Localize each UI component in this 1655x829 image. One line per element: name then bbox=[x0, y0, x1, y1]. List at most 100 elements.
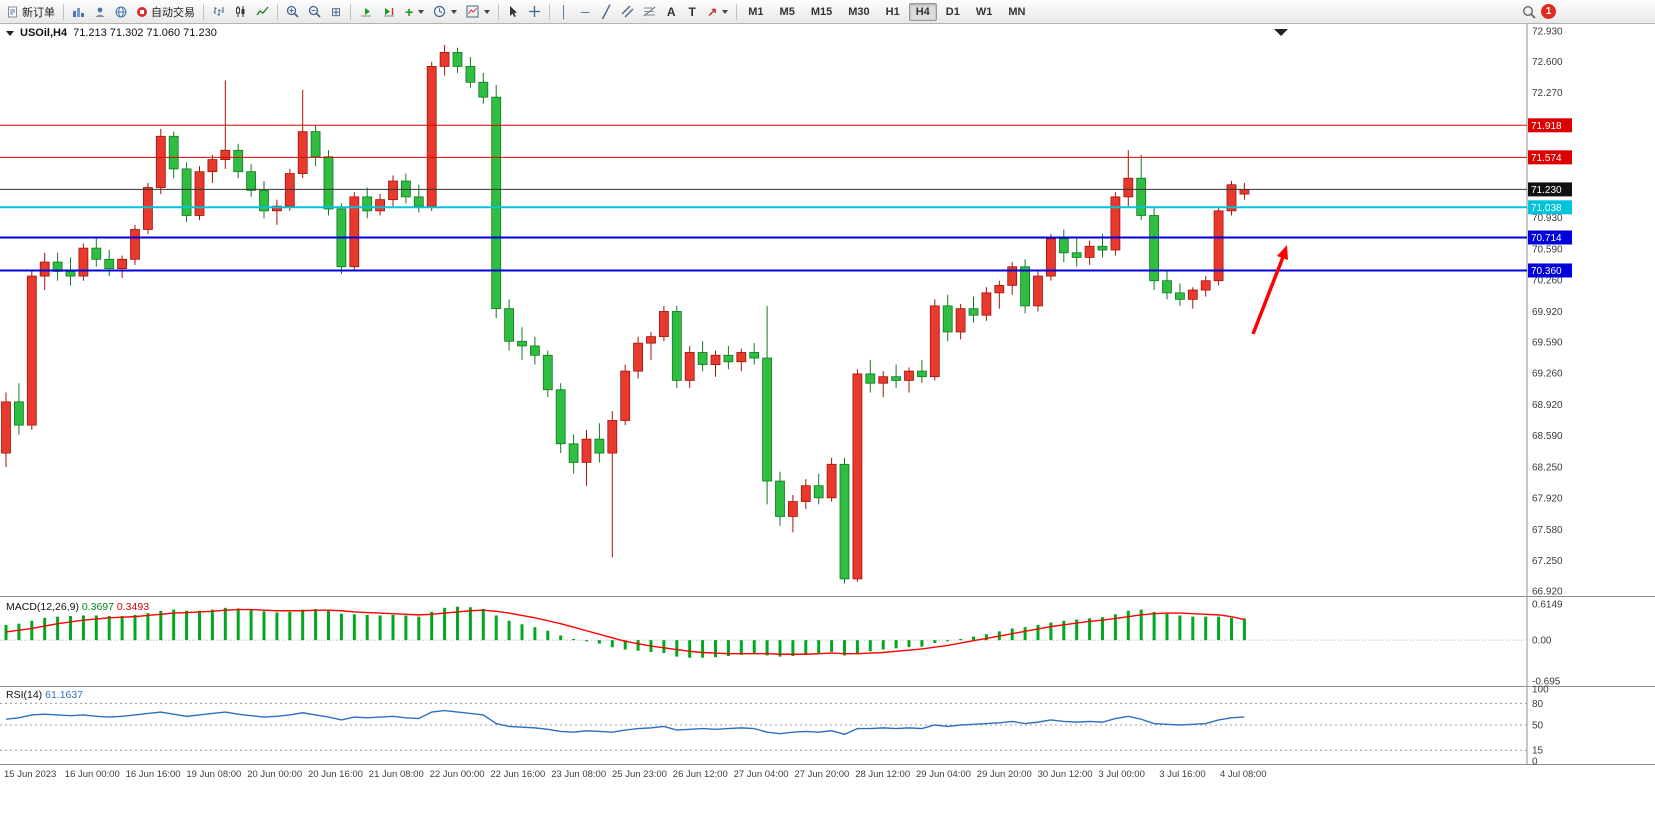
candle bbox=[220, 80, 231, 169]
candle bbox=[1136, 154, 1147, 221]
market-watch-button[interactable] bbox=[68, 2, 89, 22]
zoom-in-button[interactable] bbox=[282, 2, 303, 22]
indicators-button[interactable]: + bbox=[401, 2, 428, 22]
vertical-line-tool-button[interactable]: │ bbox=[554, 2, 574, 22]
price-axis-label: 69.260 bbox=[1532, 368, 1563, 379]
candle bbox=[1239, 182, 1250, 200]
candle bbox=[904, 367, 914, 393]
candle bbox=[517, 327, 527, 360]
separator bbox=[549, 3, 551, 20]
candle bbox=[349, 192, 360, 272]
timeframe-MN[interactable]: MN bbox=[1001, 3, 1032, 21]
templates-button[interactable] bbox=[462, 2, 494, 22]
timeframe-W1[interactable]: W1 bbox=[969, 3, 1000, 21]
zoom-out-button[interactable] bbox=[304, 2, 325, 22]
candle bbox=[749, 343, 760, 365]
rsi-value: 61.1637 bbox=[45, 689, 84, 701]
chart-canvas[interactable]: 72.930 72.600 72.270 70.930 70.590 70.260 69.9… bbox=[0, 24, 1655, 829]
time-axis-label: 27 Jun 04:00 bbox=[734, 769, 789, 780]
candle bbox=[78, 243, 89, 281]
arrows-tool-button[interactable]: ↗ bbox=[703, 2, 732, 22]
time-axis-label: 27 Jun 20:00 bbox=[794, 769, 849, 780]
channel-tool-button[interactable] bbox=[617, 2, 638, 22]
line-chart-button[interactable] bbox=[252, 2, 273, 22]
candle-body bbox=[1187, 289, 1198, 300]
autotrade-button[interactable]: 自动交易 bbox=[132, 2, 199, 22]
candle bbox=[1187, 287, 1198, 309]
price-tag-box bbox=[1528, 200, 1572, 215]
candle bbox=[994, 280, 1005, 309]
timeframe-M1[interactable]: M1 bbox=[741, 3, 770, 21]
candle-body bbox=[878, 376, 889, 384]
candle-body bbox=[530, 345, 540, 356]
timeframe-M15[interactable]: M15 bbox=[804, 3, 839, 21]
candle-body bbox=[465, 66, 476, 83]
price-tag-value: 71.918 bbox=[1531, 121, 1562, 132]
time-axis[interactable]: 15 Jun 2023 16 Jun 00:00 16 Jun 16:00 19 Ju… bbox=[4, 769, 1266, 780]
search-button[interactable] bbox=[1518, 2, 1540, 22]
horizontal-line-tool-button[interactable]: ─ bbox=[575, 2, 595, 22]
candle-body bbox=[259, 189, 269, 212]
tile-windows-button[interactable]: ⊞ bbox=[326, 2, 346, 22]
equidistant-channel-icon bbox=[621, 5, 634, 18]
bar-chart-icon bbox=[213, 7, 224, 16]
autotrade-icon bbox=[137, 6, 147, 17]
candlestick-chart-button[interactable] bbox=[230, 2, 251, 22]
rsi-line bbox=[5, 709, 1245, 736]
crosshair-button[interactable] bbox=[524, 2, 545, 22]
candle bbox=[723, 345, 734, 370]
candle bbox=[788, 495, 798, 533]
timeframe-H1[interactable]: H1 bbox=[879, 3, 907, 21]
community-button[interactable] bbox=[111, 2, 131, 22]
chart-shift-button[interactable] bbox=[378, 2, 400, 22]
candle bbox=[1058, 229, 1069, 263]
timeframe-H4[interactable]: H4 bbox=[908, 2, 937, 21]
candle bbox=[633, 336, 643, 379]
candle-body bbox=[762, 357, 772, 482]
separator bbox=[63, 3, 64, 20]
notification-badge[interactable]: 1 bbox=[1541, 4, 1556, 19]
candle-body bbox=[581, 438, 592, 463]
trendline-tool-button[interactable]: ╱ bbox=[596, 2, 616, 22]
timeframe-M5[interactable]: M5 bbox=[773, 3, 802, 21]
candle-body bbox=[646, 336, 656, 344]
candle bbox=[659, 305, 669, 342]
arrow-head bbox=[1277, 245, 1288, 260]
candle bbox=[891, 364, 901, 388]
timeframe-M30[interactable]: M30 bbox=[841, 3, 876, 21]
chevron-down-icon bbox=[451, 9, 458, 14]
fibonacci-tool-button[interactable] bbox=[639, 2, 660, 22]
candle bbox=[1071, 236, 1082, 267]
bar-chart-button[interactable] bbox=[208, 2, 229, 22]
arrow-object[interactable] bbox=[1251, 245, 1288, 335]
candle bbox=[813, 473, 824, 505]
candle-body bbox=[297, 131, 308, 174]
price-tag-box bbox=[1528, 182, 1572, 197]
candle-body bbox=[439, 52, 450, 67]
candle-body bbox=[1084, 245, 1095, 258]
macd-signal-line bbox=[5, 608, 1245, 655]
candle-body bbox=[607, 420, 618, 454]
candle-body bbox=[1058, 238, 1069, 254]
rsi-axis-label: 80 bbox=[1532, 699, 1544, 710]
new-order-button[interactable]: 新订单 bbox=[3, 2, 59, 22]
candle-body bbox=[323, 156, 334, 210]
timeframe-D1[interactable]: D1 bbox=[939, 3, 967, 21]
ohlc-values: 71.213 71.302 71.060 71.230 bbox=[73, 27, 217, 39]
time-axis-label: 16 Jun 00:00 bbox=[65, 769, 120, 780]
rsi-axis-label: 0 bbox=[1532, 757, 1538, 768]
cursor-button[interactable] bbox=[503, 2, 523, 22]
candle bbox=[800, 479, 811, 510]
profile-button[interactable] bbox=[90, 2, 110, 22]
text-tool-button[interactable]: A bbox=[661, 2, 681, 22]
periods-button[interactable] bbox=[429, 2, 461, 22]
candle bbox=[207, 154, 218, 183]
text-label-tool-button[interactable]: T bbox=[682, 2, 702, 22]
candle-body bbox=[684, 352, 695, 381]
scroll-to-end-marker[interactable] bbox=[1274, 29, 1288, 36]
auto-scroll-button[interactable] bbox=[355, 2, 377, 22]
candle bbox=[323, 150, 334, 216]
candle-body bbox=[375, 199, 386, 212]
candle bbox=[555, 383, 566, 454]
candle bbox=[26, 271, 37, 430]
